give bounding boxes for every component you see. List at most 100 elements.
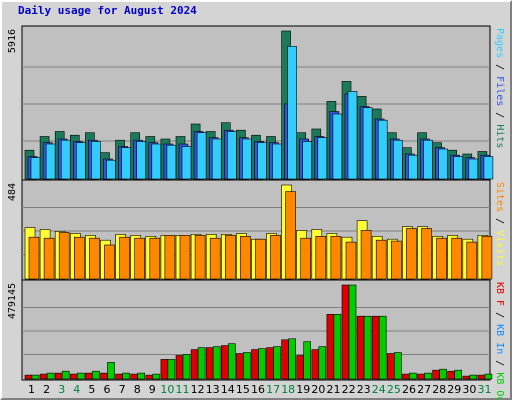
legend-part: KB In (494, 324, 505, 354)
bar-kb-out (348, 284, 357, 380)
bar-kb-out (409, 372, 417, 380)
bar-sites (345, 241, 357, 280)
bar-pages (76, 142, 86, 180)
bar-kb-out (107, 361, 115, 380)
bar-kb-out (61, 370, 70, 380)
bar-pages (257, 142, 267, 180)
bar-kb-out (92, 370, 100, 380)
bar-kb-f (447, 370, 456, 380)
bar-kb-out (454, 369, 463, 380)
day-label: 22 (342, 383, 356, 396)
bar-sites (375, 239, 387, 280)
bar-kb-f (130, 373, 138, 380)
legend-part: KB F (494, 282, 505, 306)
bar-pages (151, 143, 162, 180)
bar-pages (166, 144, 177, 180)
day-label: 28 (432, 383, 446, 396)
day-label: 8 (134, 383, 141, 396)
day-label: 30 (462, 383, 476, 396)
bar-pages (302, 141, 313, 180)
bar-kb-f (311, 349, 320, 380)
bar-kb-f (70, 373, 78, 380)
bar-pages (377, 119, 388, 180)
bar-pages (483, 156, 494, 180)
bar-sites (28, 236, 40, 280)
series-legend-label: Sites / Visits (494, 182, 505, 266)
bar-kb-f (281, 339, 289, 380)
bar-sites (315, 236, 327, 280)
bar-kb-out (469, 374, 478, 380)
bar-pages (468, 158, 479, 180)
bar-kb-f (190, 349, 199, 380)
day-label: 29 (447, 383, 461, 396)
bar-pages (30, 157, 41, 180)
bar-pages (91, 141, 101, 180)
day-label: 26 (402, 383, 416, 396)
bar-kb-out (212, 346, 221, 380)
bar-kb-f (417, 373, 425, 380)
bar-pages (121, 147, 131, 180)
bar-kb-out (137, 372, 145, 380)
bar-kb-out (378, 315, 387, 380)
bar-sites (149, 237, 161, 280)
bar-kb-out (152, 373, 161, 380)
bar-pages (438, 148, 448, 180)
legend-part: / (494, 106, 505, 124)
day-label: 15 (236, 383, 250, 396)
bar-kb-f (145, 374, 154, 380)
legend-part: Pages (494, 28, 505, 58)
legend-part: Files (494, 76, 505, 106)
bar-pages (362, 107, 373, 180)
bar-pages (272, 143, 282, 180)
bar-sites (194, 235, 206, 280)
bar-kb-out (228, 343, 236, 380)
bar-pages (408, 154, 418, 180)
axis-max-label: 479145 (7, 283, 18, 319)
series-legend-label: Pages / Files / Hits (494, 28, 505, 148)
bar-kb-f (221, 345, 229, 380)
bar-sites (209, 237, 221, 280)
bar-pages (45, 143, 56, 180)
bar-pages (196, 132, 207, 180)
legend-part: Hits (494, 124, 505, 148)
bar-sites (89, 237, 100, 280)
bar-kb-out (167, 359, 176, 380)
bar-kb-f (462, 375, 471, 380)
bar-kb-f (175, 355, 184, 380)
bar-sites (406, 228, 417, 280)
bar-sites (390, 240, 402, 280)
bar-pages (453, 156, 464, 180)
bar-kb-f (266, 347, 274, 380)
panel-1: 5916 Pages / Files / Hits (7, 25, 505, 181)
bar-sites (270, 235, 281, 280)
legend-part: / (494, 58, 505, 76)
day-label: 19 (296, 383, 310, 396)
legend-part: / (494, 212, 505, 230)
bar-kb-f (326, 313, 335, 380)
bar-sites (466, 241, 478, 280)
panel-3: 479145 KB F / KB In / KB Out (7, 279, 505, 400)
bar-kb-f (24, 374, 33, 380)
bar-pages (287, 46, 297, 180)
bar-kb-f (251, 349, 259, 380)
day-label: 6 (104, 383, 111, 396)
bar-kb-out (303, 341, 312, 380)
bar-pages (227, 131, 237, 180)
bar-kb-out (318, 346, 327, 380)
day-label: 14 (221, 383, 235, 396)
axis-max-label: 5916 (7, 29, 18, 53)
bar-sites (43, 237, 55, 280)
bar-kb-f (356, 315, 365, 380)
bar-kb-f (54, 372, 63, 380)
bar-kb-out (484, 373, 493, 380)
bar-kb-f (432, 369, 440, 380)
bar-kb-out (182, 354, 191, 380)
day-label: 17 (266, 383, 280, 396)
legend-part: / (494, 306, 505, 324)
day-label: 11 (176, 383, 190, 396)
bar-kb-out (424, 372, 432, 380)
bar-kb-out (363, 315, 372, 380)
bar-sites (74, 236, 85, 280)
bar-sites (179, 235, 191, 280)
